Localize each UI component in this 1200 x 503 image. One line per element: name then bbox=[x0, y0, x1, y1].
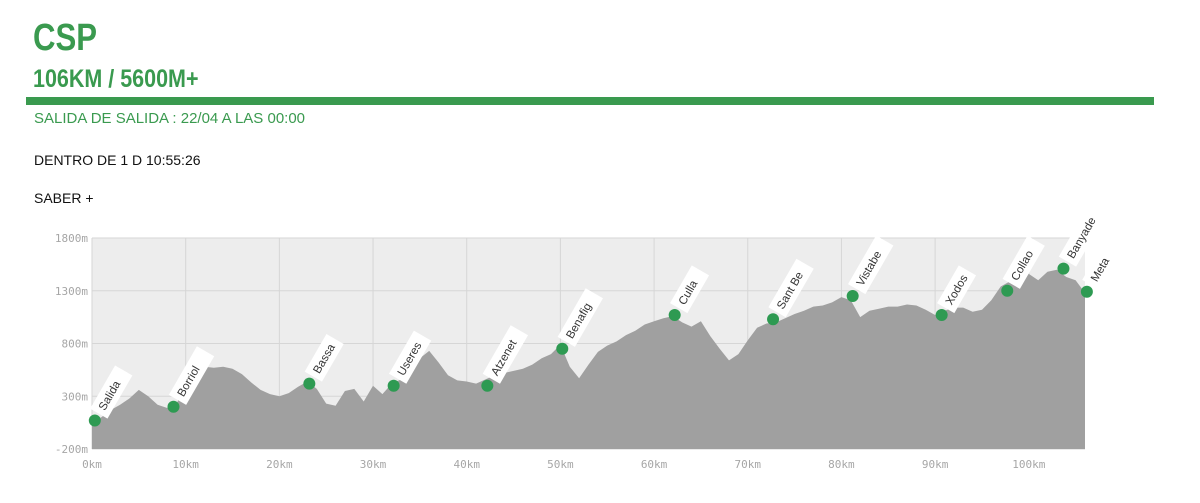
checkpoint-tag-box bbox=[388, 330, 432, 384]
y-tick-label: -200m bbox=[55, 443, 88, 456]
checkpoint-marker bbox=[481, 379, 494, 392]
checkpoint-marker bbox=[1001, 284, 1014, 297]
chart-axis-labels: -200m 300m 800m 1300m 1800m 0km 10km 20km 30km 40… bbox=[55, 232, 1046, 471]
checkpoint-tag-box bbox=[768, 258, 814, 318]
elevation-profile-chart: -200m 300m 800m 1300m 1800m 0km 10km 20km 30km 40… bbox=[55, 218, 1119, 471]
x-tick-label: 0km bbox=[82, 458, 102, 471]
x-tick-label: 10km bbox=[172, 458, 199, 471]
checkpoint-marker bbox=[935, 309, 948, 322]
x-tick-label: 40km bbox=[453, 458, 480, 471]
header-divider bbox=[26, 97, 1154, 105]
checkpoint-tag-box bbox=[670, 265, 710, 314]
start-time-text: SALIDA DE SALIDA : 22/04 A LAS 00:00 bbox=[34, 110, 306, 127]
checkpoint-tag-box bbox=[90, 365, 133, 419]
checkpoint-marker bbox=[88, 414, 101, 427]
checkpoint-marker bbox=[668, 309, 681, 322]
checkpoint-marker bbox=[167, 400, 180, 413]
x-tick-label: 50km bbox=[547, 458, 574, 471]
y-tick-label: 300m bbox=[62, 390, 89, 403]
checkpoint-tag-box bbox=[1058, 218, 1105, 267]
x-tick-label: 100km bbox=[1012, 458, 1045, 471]
x-tick-label: 90km bbox=[922, 458, 949, 471]
checkpoint-tag-box bbox=[1002, 235, 1045, 289]
checkpoint-tag-box bbox=[1082, 247, 1119, 290]
x-tick-label: 20km bbox=[266, 458, 293, 471]
x-tick-label: 60km bbox=[641, 458, 668, 471]
checkpoint-marker bbox=[1057, 262, 1070, 275]
checkpoint-marker bbox=[556, 342, 569, 355]
checkpoint-marker bbox=[387, 379, 400, 392]
y-tick-label: 1300m bbox=[55, 285, 88, 298]
y-tick-label: 1800m bbox=[55, 232, 88, 245]
checkpoint-marker bbox=[303, 377, 316, 390]
checkpoint-tag-box bbox=[304, 333, 344, 382]
checkpoint-marker bbox=[767, 313, 780, 326]
checkpoint-marker bbox=[1080, 285, 1093, 298]
checkpoint-tag-box bbox=[848, 235, 894, 295]
checkpoint-tag-box bbox=[937, 265, 977, 314]
x-tick-label: 70km bbox=[735, 458, 762, 471]
checkpoint-tag: Culla bbox=[670, 265, 710, 314]
elevation-profile-area bbox=[92, 269, 1085, 449]
y-tick-label: 800m bbox=[62, 338, 89, 351]
x-tick-label: 80km bbox=[828, 458, 855, 471]
checkpoint-marker bbox=[846, 290, 859, 303]
x-tick-label: 30km bbox=[360, 458, 387, 471]
checkpoint-tag-box bbox=[557, 288, 603, 347]
checkpoint-tag-box bbox=[168, 346, 215, 405]
checkpoint-tag: Meta bbox=[1082, 247, 1119, 290]
race-title: CSP bbox=[33, 17, 98, 59]
countdown-text: DENTRO DE 1 D 10:55:26 bbox=[34, 152, 201, 168]
checkpoint-tag-box bbox=[482, 325, 529, 384]
more-info-link[interactable]: SABER + bbox=[34, 190, 94, 206]
checkpoint-tag: Benafig bbox=[557, 288, 603, 347]
race-distance-elevation: 106KM / 5600M+ bbox=[33, 65, 199, 93]
